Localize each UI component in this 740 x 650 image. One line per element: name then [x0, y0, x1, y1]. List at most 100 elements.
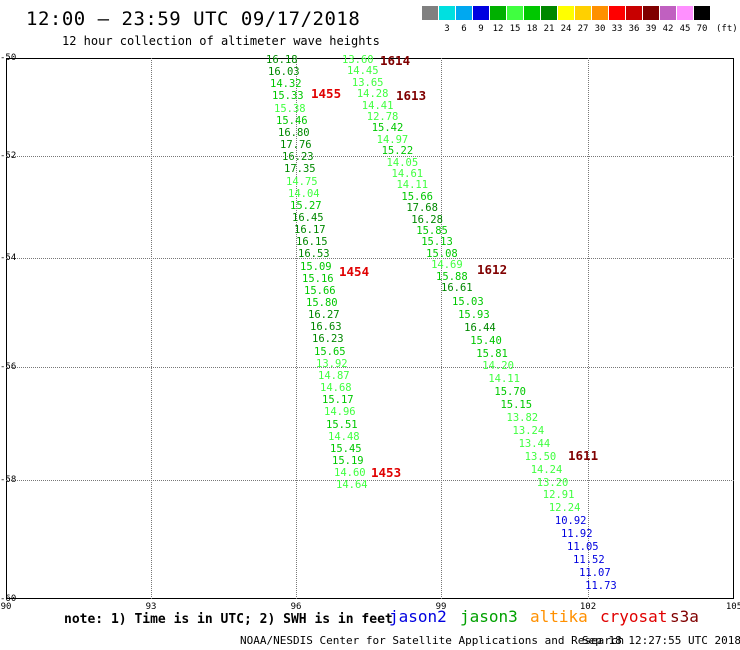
wave-height-reading: 17.68 [406, 202, 438, 215]
wave-height-reading: 12.24 [548, 502, 581, 515]
color-swatch [558, 6, 574, 20]
longitude-gridline [151, 58, 152, 599]
wave-height-reading: 15.17 [322, 394, 354, 407]
track-label: 1614 [380, 53, 411, 68]
wave-height-reading: 15.45 [330, 442, 362, 455]
wave-height-reading: 14.68 [320, 382, 352, 395]
wave-height-reading: 16.15 [296, 236, 328, 249]
wave-height-reading: 14.64 [336, 479, 368, 492]
wave-height-reading: 15.27 [290, 199, 322, 212]
longitude-label: 99 [435, 602, 447, 612]
color-swatch-label: 21 [543, 24, 555, 34]
wave-height-reading: 12.78 [366, 111, 399, 123]
color-swatch-label: 12 [492, 24, 504, 34]
color-swatch-label: 15 [509, 24, 521, 34]
wave-height-reading: 15.03 [452, 295, 484, 308]
wave-height-reading: 15.33 [272, 90, 304, 103]
satellite-legend-item: jason3 [460, 607, 518, 626]
wave-height-reading: 14.97 [376, 133, 409, 146]
wave-height-reading: 15.15 [500, 399, 533, 412]
longitude-gridline [441, 58, 442, 599]
wave-height-reading: 15.13 [421, 236, 453, 249]
satellite-legend-item: jason2 [389, 607, 447, 626]
color-swatch-label: 36 [628, 24, 640, 34]
latitude-gridline [6, 480, 734, 481]
satellite-legend-item: cryosat [600, 607, 668, 626]
wave-height-reading: 16.80 [278, 126, 310, 139]
wave-height-reading: 12.91 [542, 489, 575, 502]
longitude-label: 93 [145, 602, 157, 612]
wave-height-reading: 17.76 [280, 139, 312, 152]
wave-height-reading: 15.38 [274, 102, 306, 115]
wave-height-reading: 13.65 [351, 76, 384, 89]
wave-height-reading: 15.46 [276, 114, 308, 127]
wave-height-reading: 14.05 [386, 156, 419, 169]
color-swatch [626, 6, 642, 20]
wave-height-reading: 14.75 [286, 175, 318, 188]
footer-timestamp: Sep 18 12:27:55 UTC 2018 [582, 634, 740, 647]
track-label: 1453 [371, 465, 402, 480]
longitude-label: 102 [579, 602, 597, 612]
color-swatch-label: 33 [611, 24, 623, 34]
wave-height-reading: 15.85 [416, 225, 448, 237]
wave-height-reading: 10.92 [554, 515, 587, 528]
wave-height-reading: 11.52 [573, 553, 605, 566]
wave-height-reading: 15.70 [494, 386, 526, 399]
wave-height-reading: 14.87 [318, 369, 350, 382]
color-swatch-label: 9 [478, 24, 484, 34]
wave-height-reading: 15.66 [401, 190, 433, 203]
color-swatch-label: 24 [560, 24, 572, 34]
longitude-gridline [588, 58, 589, 599]
color-swatch-label: 39 [645, 24, 657, 34]
wave-height-reading: 13.60 [342, 54, 374, 66]
wave-height-reading: 15.65 [314, 345, 346, 358]
wave-height-reading: 14.45 [346, 65, 379, 78]
color-swatch [660, 6, 676, 20]
wave-height-reading: 15.66 [304, 284, 336, 297]
longitude-label: 90 [0, 602, 12, 612]
color-swatch-label: 70 [696, 24, 708, 34]
color-swatch [575, 6, 591, 20]
wave-height-reading: 15.80 [306, 297, 338, 309]
latitude-label: -56 [0, 362, 17, 372]
color-swatch-label: 30 [594, 24, 606, 34]
wave-height-reading: 15.09 [300, 260, 332, 273]
wave-height-reading: 15.08 [426, 247, 458, 260]
wave-height-reading: 16.53 [298, 248, 330, 261]
wave-height-reading: 16.17 [294, 224, 326, 237]
wave-height-reading: 16.27 [308, 309, 340, 322]
page-title: 12:00 — 23:59 UTC 09/17/2018 [26, 8, 361, 30]
wave-height-reading: 11.73 [585, 579, 617, 592]
wave-height-reading: 14.41 [361, 99, 394, 112]
wave-height-reading: 14.96 [324, 406, 356, 419]
track-label: 1455 [311, 86, 342, 101]
wave-height-reading: 14.20 [482, 360, 514, 373]
wave-height-reading: 14.28 [356, 88, 389, 101]
latitude-gridline [6, 156, 734, 157]
wave-height-reading: 13.24 [512, 424, 545, 437]
wave-height-reading: 16.28 [411, 213, 443, 226]
wave-height-reading: 16.44 [464, 321, 496, 334]
page-subtitle: 12 hour collection of altimeter wave hei… [62, 34, 380, 48]
wave-height-reading: 16.63 [310, 321, 342, 334]
satellite-legend-item: s3a [670, 607, 699, 626]
color-swatch [507, 6, 523, 20]
wave-height-reading: 15.88 [436, 270, 468, 283]
latitude-gridline [6, 367, 734, 368]
footer-credit: NOAA/NESDIS Center for Satellite Applica… [240, 634, 625, 647]
wave-height-reading: 15.42 [371, 122, 404, 135]
wave-height-reading: 16.61 [441, 282, 473, 294]
wave-height-reading: 16.45 [292, 211, 324, 224]
color-swatch-label: 18 [526, 24, 538, 34]
color-scale-unit: (ft) [716, 24, 738, 34]
wave-height-reading: 13.82 [506, 412, 539, 424]
wave-height-reading: 11.05 [567, 541, 599, 553]
wave-height-reading: 15.22 [381, 145, 414, 158]
color-swatch [439, 6, 455, 20]
color-swatch [694, 6, 710, 20]
color-swatch [592, 6, 608, 20]
wave-height-reading: 13.50 [524, 450, 557, 463]
color-swatch-label: 45 [679, 24, 691, 34]
map-frame [6, 58, 734, 599]
color-swatch [422, 6, 438, 20]
